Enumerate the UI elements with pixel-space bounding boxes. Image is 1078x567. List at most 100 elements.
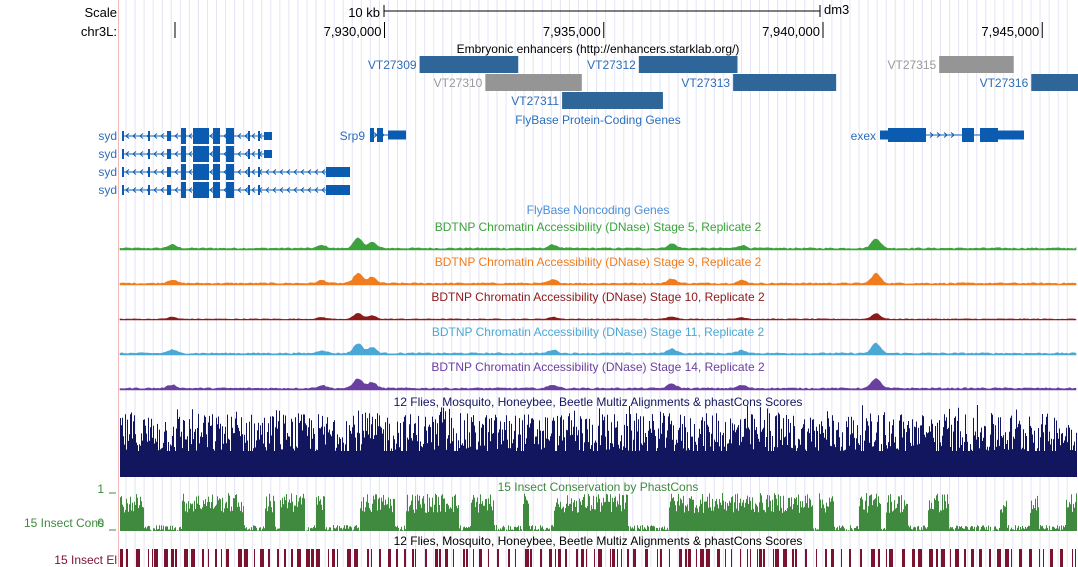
assembly-label: dm3 bbox=[824, 2, 849, 17]
multiz-track[interactable]: 12 Flies, Mosquito, Honeybee, Beetle Mul… bbox=[120, 395, 1077, 477]
dnase-track-5[interactable]: BDTNP Chromatin Accessibility (DNase) St… bbox=[119, 360, 1077, 391]
exon bbox=[122, 167, 124, 177]
enhancer-label[interactable]: VT27309 bbox=[368, 58, 417, 72]
strand-arrow bbox=[160, 169, 165, 175]
gene-syd-transcript[interactable]: syd bbox=[98, 146, 272, 162]
exon bbox=[264, 132, 272, 140]
conserved-element bbox=[479, 549, 482, 567]
conserved-element bbox=[175, 549, 177, 567]
conserved-element bbox=[306, 549, 310, 567]
gene-label-exex[interactable]: exex bbox=[851, 129, 876, 143]
conserved-element bbox=[226, 549, 229, 567]
gene-label-srp9[interactable]: Srp9 bbox=[340, 129, 366, 143]
strand-arrow bbox=[188, 169, 193, 175]
exon bbox=[181, 182, 186, 198]
enhancer-label[interactable]: VT27311 bbox=[511, 94, 559, 108]
strand-arrow bbox=[321, 169, 326, 175]
conserved-element bbox=[354, 549, 358, 567]
enhancer-label[interactable]: VT27316 bbox=[980, 76, 1029, 90]
gene-label-syd[interactable]: syd bbox=[98, 165, 117, 179]
gene-label-syd[interactable]: syd bbox=[98, 183, 117, 197]
exon bbox=[248, 149, 250, 159]
dnase-signal bbox=[119, 272, 1077, 286]
protein-coding-genes-track[interactable]: FlyBase Protein-Coding Genes syd syd syd syd… bbox=[98, 113, 1024, 198]
base-position-ruler: Scale chr3L: 10 kb dm3 7,930,000 7,935,000 7,9… bbox=[81, 2, 1043, 39]
strand-arrow bbox=[251, 169, 256, 175]
enhancer-VT27316[interactable] bbox=[1031, 74, 1078, 91]
enhancer-VT27309[interactable] bbox=[419, 56, 519, 73]
strand-arrow bbox=[293, 169, 298, 175]
conserved-elements-track[interactable]: 12 Flies, Mosquito, Honeybee, Beetle Mul… bbox=[54, 534, 1076, 567]
gene-label-syd[interactable]: syd bbox=[98, 129, 117, 143]
enhancers-track[interactable]: Embryonic enhancers (http://enhancers.st… bbox=[368, 42, 1078, 109]
dnase-signal bbox=[119, 237, 1077, 251]
gene-syd-transcript[interactable]: syd bbox=[98, 164, 350, 180]
conserved-element bbox=[549, 549, 552, 567]
enhancer-label[interactable]: VT27312 bbox=[587, 58, 636, 72]
conserved-element bbox=[473, 549, 474, 567]
gene-exex[interactable]: exex bbox=[851, 128, 1024, 143]
strand-arrow bbox=[153, 133, 158, 139]
enhancer-VT27315[interactable] bbox=[939, 56, 1014, 73]
conserved-element bbox=[792, 549, 794, 567]
dnase-track-3[interactable]: BDTNP Chromatin Accessibility (DNase) St… bbox=[119, 290, 1077, 321]
conserved-element bbox=[148, 549, 149, 567]
conserved-element bbox=[371, 549, 372, 567]
enhancer-label[interactable]: VT27313 bbox=[681, 76, 730, 90]
gene-srp9[interactable]: Srp9 bbox=[340, 128, 406, 143]
gene-syd-transcript[interactable]: syd bbox=[98, 128, 272, 144]
enhancer-label[interactable]: VT27315 bbox=[887, 58, 936, 72]
conserved-element bbox=[164, 549, 168, 567]
strand-arrow bbox=[293, 187, 298, 193]
conserved-element bbox=[860, 549, 862, 567]
conserved-element bbox=[379, 549, 381, 567]
strand-arrow bbox=[265, 187, 270, 193]
strand-arrow bbox=[929, 132, 934, 138]
enhancer-VT27312[interactable] bbox=[638, 56, 738, 73]
enhancer-VT27313[interactable] bbox=[733, 74, 837, 91]
strand-arrow bbox=[272, 169, 277, 175]
dnase-track-2[interactable]: BDTNP Chromatin Accessibility (DNase) St… bbox=[119, 255, 1077, 286]
strand-arrow bbox=[244, 169, 249, 175]
conserved-element bbox=[412, 549, 414, 567]
conserved-element bbox=[244, 549, 248, 567]
conserved-element bbox=[1043, 549, 1044, 567]
enhancer-VT27310[interactable] bbox=[485, 74, 582, 91]
conserved-element bbox=[773, 549, 774, 567]
conserved-element bbox=[328, 549, 329, 567]
conserved-element bbox=[284, 549, 286, 567]
conserved-element bbox=[126, 549, 128, 567]
gene-label-syd[interactable]: syd bbox=[98, 147, 117, 161]
strand-arrow bbox=[936, 132, 941, 138]
dnase-track-4[interactable]: BDTNP Chromatin Accessibility (DNase) St… bbox=[119, 325, 1077, 356]
conserved-element bbox=[759, 549, 762, 567]
dnase-track-1[interactable]: BDTNP Chromatin Accessibility (DNase) St… bbox=[119, 220, 1077, 251]
strand-arrow bbox=[265, 169, 270, 175]
dnase-tracks[interactable]: BDTNP Chromatin Accessibility (DNase) St… bbox=[119, 220, 1077, 391]
exon bbox=[264, 150, 272, 158]
elements-track-title: 12 Flies, Mosquito, Honeybee, Beetle Mul… bbox=[394, 534, 803, 548]
enhancer-VT27311[interactable] bbox=[562, 92, 663, 109]
gene-syd-transcript[interactable]: syd bbox=[98, 182, 350, 198]
strand-arrow bbox=[153, 187, 158, 193]
phastcons-axis-max: 1 bbox=[97, 482, 104, 496]
exon bbox=[258, 185, 260, 195]
enhancer-label[interactable]: VT27310 bbox=[434, 76, 483, 90]
phastcons-track[interactable]: 15 Insect Conservation by PhastCons 15 In… bbox=[24, 480, 1077, 531]
exon bbox=[880, 130, 888, 140]
conserved-element bbox=[795, 549, 797, 567]
exon bbox=[181, 128, 186, 144]
strand-arrow bbox=[300, 169, 305, 175]
conserved-element bbox=[700, 549, 704, 567]
conserved-element bbox=[621, 549, 622, 567]
strand-arrow bbox=[300, 187, 305, 193]
exon bbox=[377, 128, 383, 142]
exon bbox=[181, 164, 186, 180]
conserved-element bbox=[657, 549, 658, 567]
scale-bar-label: 10 kb bbox=[348, 5, 380, 20]
conserved-element bbox=[1050, 549, 1053, 567]
noncoding-genes-track[interactable]: FlyBase Noncoding Genes bbox=[527, 203, 670, 217]
conserved-element bbox=[775, 549, 779, 567]
exon bbox=[148, 149, 150, 159]
